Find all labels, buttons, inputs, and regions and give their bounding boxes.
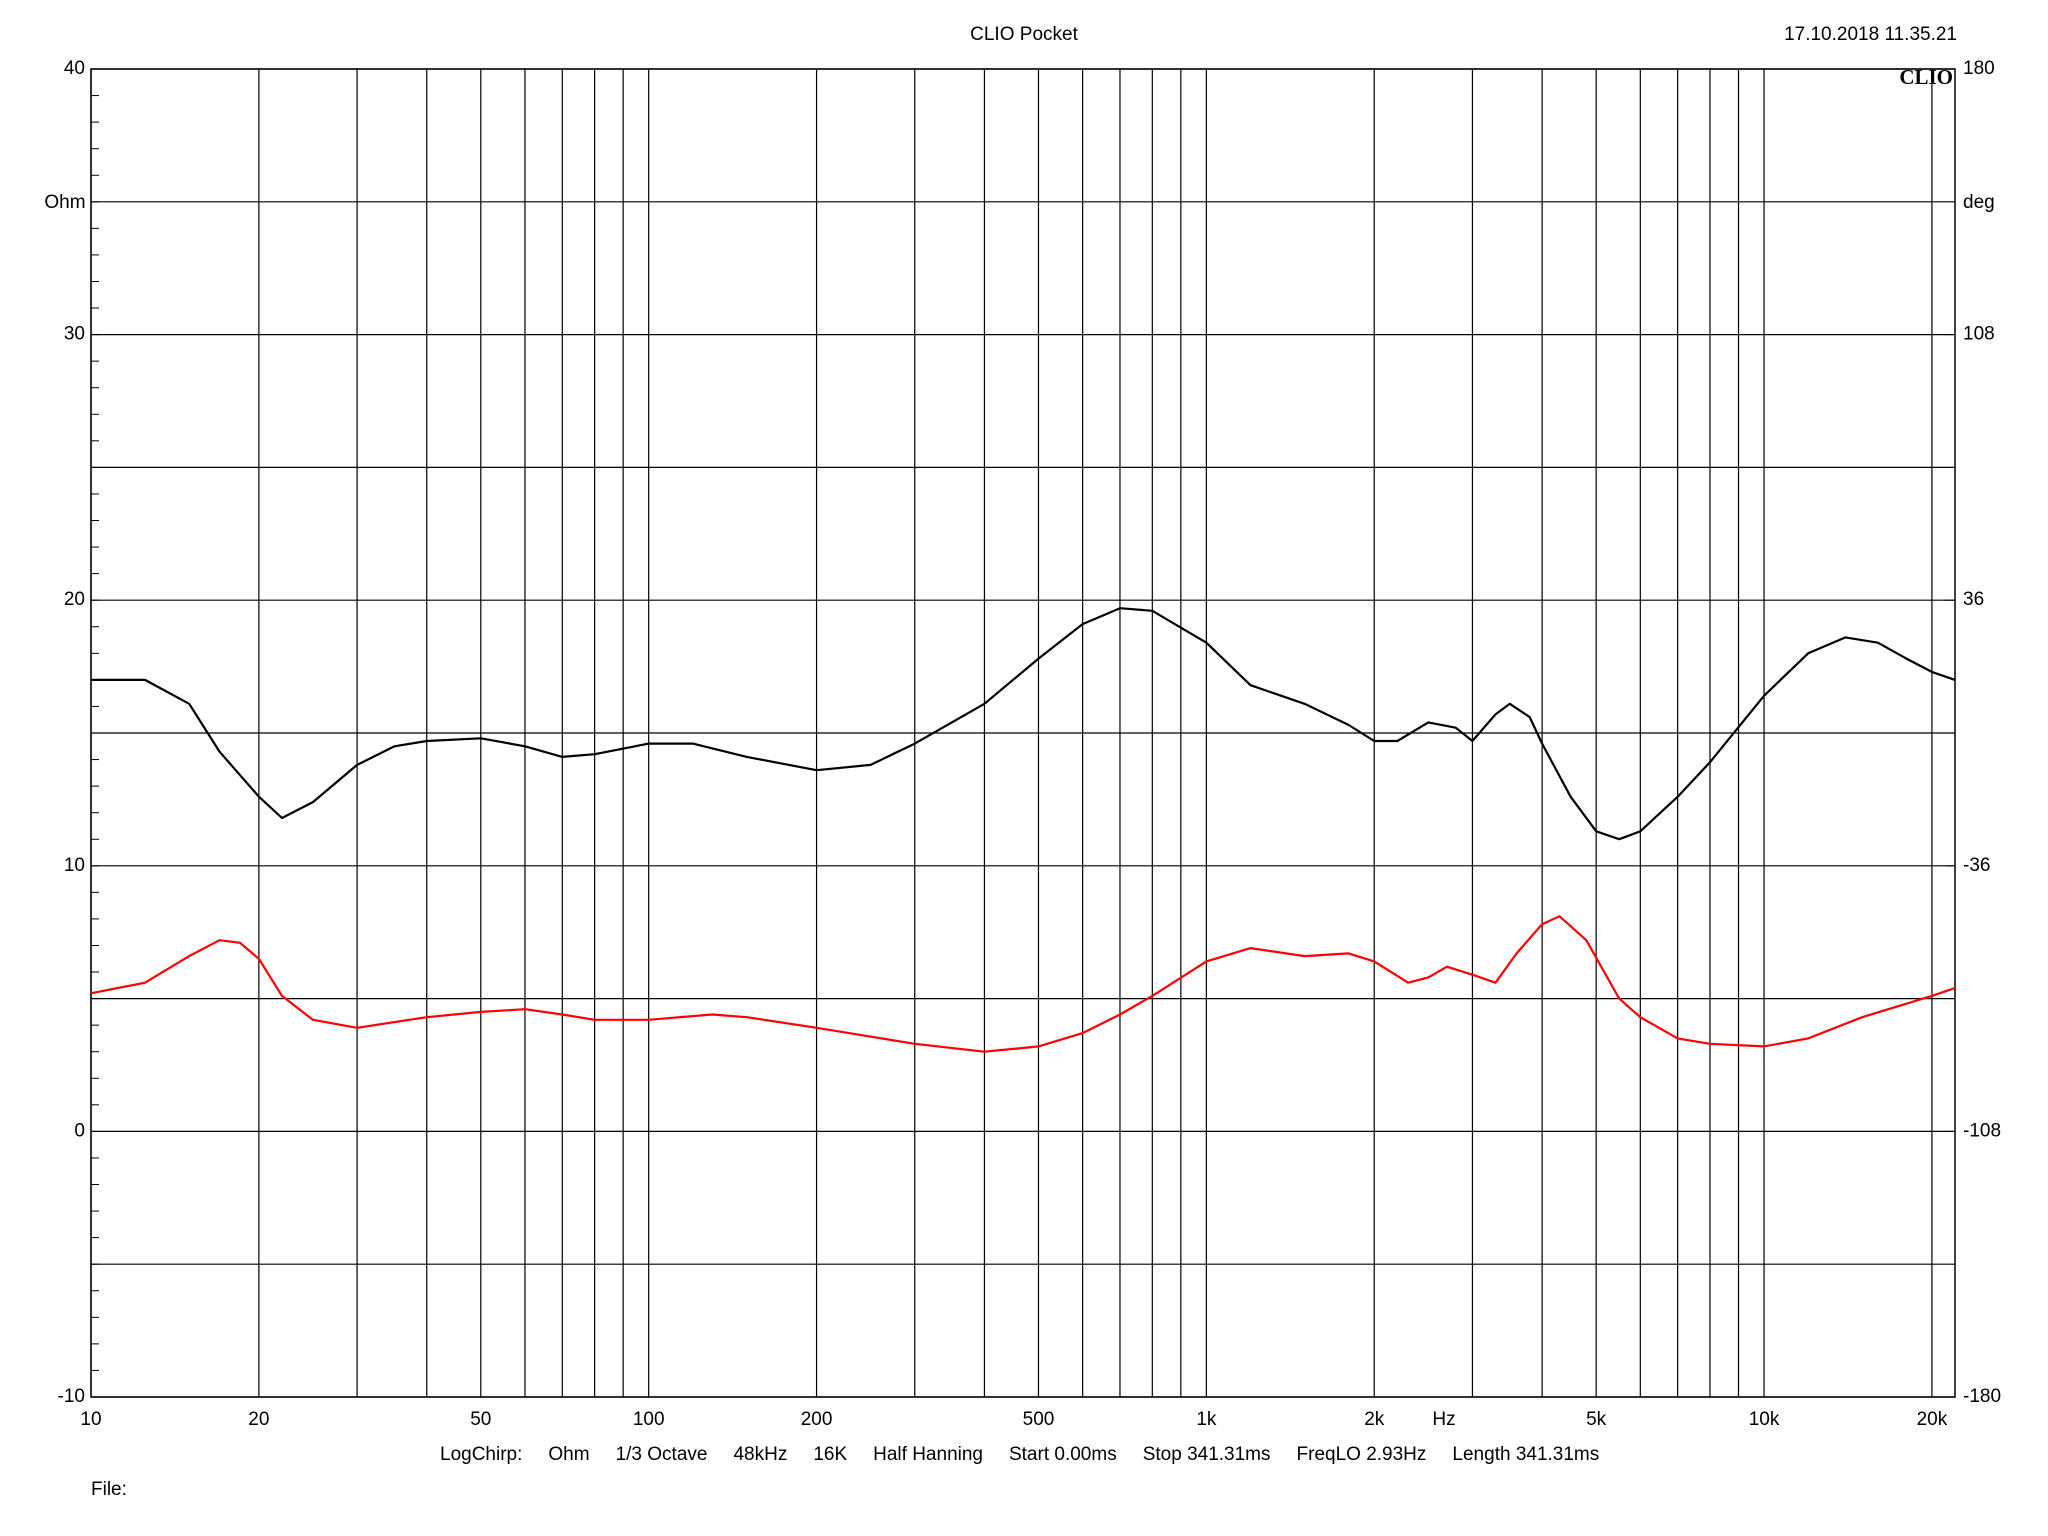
footer-item: Start 0.00ms [1008,1444,1117,1465]
y-tick-label: 20 [64,589,85,610]
x-tick-label: 2k [1364,1409,1385,1430]
y2-tick-label: -36 [1963,855,1990,876]
series-line [90,915,1956,1053]
y-tick-label: 10 [64,855,85,876]
x-tick-label: 100 [633,1409,665,1430]
timestamp: 17.10.2018 11.35.21 [1784,24,1957,45]
footer: LogChirp: Ohm 1/3 Octave 48kHz 16K Half Hanni… [440,1444,1640,1466]
footer-item: Stop 341.31ms [1142,1444,1271,1465]
footer-item: 1/3 Octave [615,1444,708,1465]
x-tick-label: 500 [1023,1409,1055,1430]
footer-item: Length 341.31ms [1452,1444,1600,1465]
y-tick-label: 30 [64,324,85,345]
y-tick-label: -10 [58,1386,85,1407]
y2-tick-label: 108 [1963,324,1995,345]
x-tick-label: 20k [1917,1409,1948,1430]
x-tick-label: 1k [1196,1409,1217,1430]
x-tick-label: 20 [248,1409,269,1430]
y2-tick-label: -108 [1963,1120,2001,1141]
file-label: File: [91,1479,127,1500]
x-axis-label: Hz [1432,1409,1455,1430]
y-tick-label: 40 [64,58,85,79]
y2-tick-label: 180 [1963,58,1995,79]
y2-tick-label: 36 [1963,589,1984,610]
series-line [91,607,1956,841]
chart-title: CLIO Pocket [970,24,1078,45]
footer-item: 48kHz [733,1444,788,1465]
x-tick-label: 10k [1749,1409,1780,1430]
y2-axis-label: deg [1963,192,1995,213]
x-tick-label: 10 [80,1409,101,1430]
x-tick-label: 200 [801,1409,833,1430]
footer-item: Half Hanning [873,1444,983,1465]
footer-item: FreqLO 2.93Hz [1296,1444,1427,1465]
y-tick-label: 0 [74,1120,85,1141]
footer-item: 16K [813,1444,848,1465]
y-axis-label: Ohm [44,192,85,213]
x-tick-label: 5k [1586,1409,1607,1430]
footer-item: Ohm [548,1444,590,1465]
y2-tick-label: -180 [1963,1386,2001,1407]
x-tick-label: 50 [470,1409,491,1430]
footer-item: LogChirp: [440,1444,523,1465]
